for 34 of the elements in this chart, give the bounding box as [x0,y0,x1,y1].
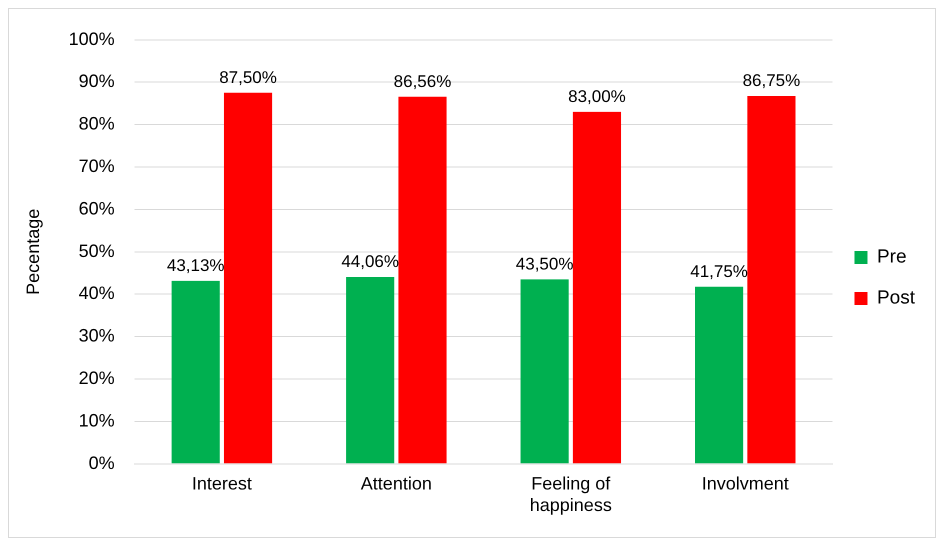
y-tick-label: 80% [78,114,115,134]
y-tick-label: 100% [68,28,115,49]
y-tick-label: 30% [78,326,115,346]
y-tick-label: 0% [88,452,115,473]
bar [747,96,796,464]
data-label: 86,75% [742,71,800,90]
x-tick-label: Involvment [702,474,789,494]
y-tick-label: 20% [78,368,115,388]
bar [695,286,744,464]
bar [346,276,394,464]
data-label: 44,06% [341,252,399,272]
y-tick-label: 10% [78,410,115,430]
y-tick-label: 60% [78,198,115,218]
y-tick-label: 50% [78,240,115,261]
bar [520,279,569,464]
y-axis-title: Pecentage [22,208,43,295]
bar [572,112,622,464]
legend-label: Post [876,288,916,309]
y-tick-label: 90% [78,71,115,92]
legend-label: Pre [876,246,907,268]
data-label: 41,75% [690,262,748,281]
y-tick-label: 70% [78,156,115,176]
data-label: 86,56% [394,72,452,91]
x-tick-label: Interest [192,474,252,494]
y-tick-label: 40% [78,283,115,304]
data-label: 83,00% [568,87,626,106]
data-label: 43,50% [516,254,574,274]
data-label: 87,50% [219,68,277,87]
x-tick-label: Feeling of happiness [530,474,612,516]
x-tick-label: Attention [360,474,432,494]
bar [398,96,447,464]
data-label: 43,13% [166,256,225,276]
bar [172,280,220,464]
bar [224,92,272,464]
